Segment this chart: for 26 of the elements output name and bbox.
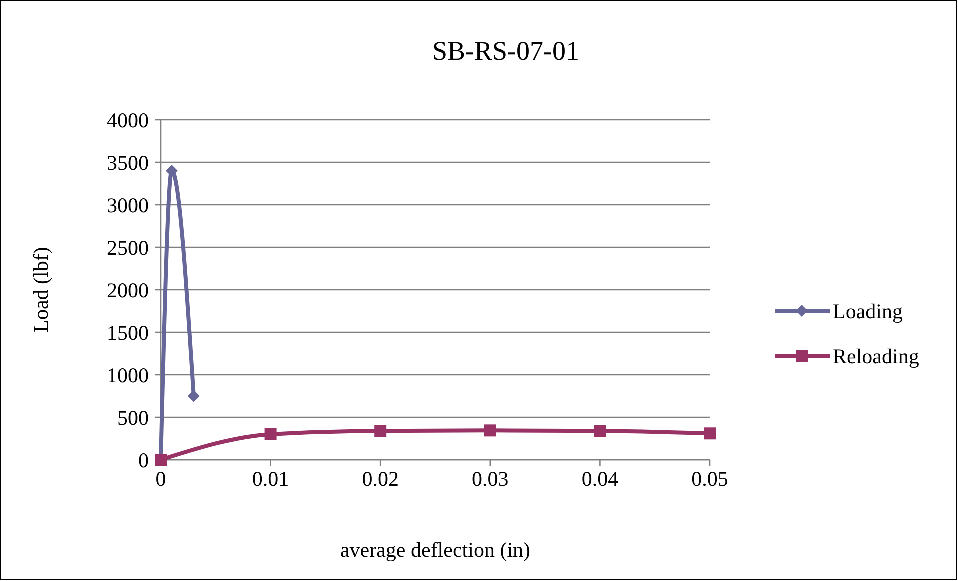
x-tick-label: 0.05 — [692, 467, 728, 491]
y-tick-label: 4000 — [107, 108, 149, 132]
x-tick-label: 0.01 — [252, 467, 290, 491]
x-tick-label: 0.02 — [362, 467, 399, 491]
x-axis-title: average deflection (in) — [340, 538, 531, 562]
x-tick-label: 0.03 — [472, 467, 509, 491]
y-tick-label: 0 — [138, 448, 149, 472]
x-tick-label: 0 — [156, 467, 166, 491]
point — [188, 390, 200, 402]
y-tick-label: 3000 — [107, 193, 149, 218]
y-axis-title: Load (lbf) — [29, 247, 53, 333]
y-tick-label: 2500 — [107, 236, 149, 260]
chart-title: SB-RS-07-01 — [432, 36, 580, 66]
y-tick-label: 2000 — [107, 278, 149, 302]
y-tick-label: 1500 — [107, 320, 149, 345]
y-tick-label: 1000 — [107, 363, 149, 388]
point — [374, 425, 387, 438]
legend-label: Reloading — [833, 344, 920, 368]
y-tick-label: 3500 — [107, 150, 149, 175]
legend-label: Loading — [833, 299, 904, 324]
point — [484, 424, 496, 437]
x-tick-label: 0.04 — [582, 467, 620, 491]
y-tick-label: 500 — [118, 406, 149, 430]
point — [704, 428, 716, 440]
point — [264, 428, 277, 440]
point — [594, 425, 606, 438]
